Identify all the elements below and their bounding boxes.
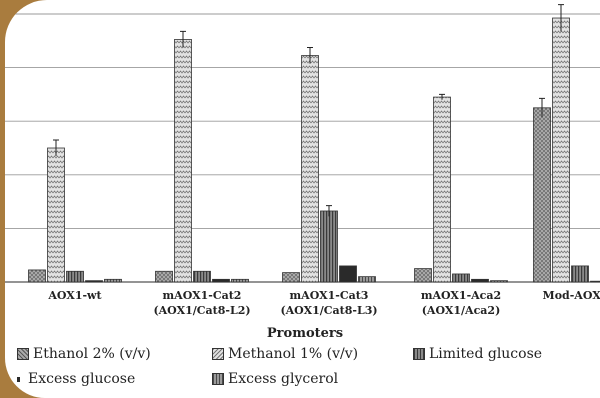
bar-limited-glucose-1	[193, 270, 211, 283]
legend-label: Ethanol 2% (v/v)	[33, 346, 151, 362]
bar-methanol-1-v-v--4	[552, 17, 570, 283]
legend-swatch	[413, 348, 425, 360]
bar-excess-glucose-0	[85, 280, 103, 283]
bar-ethanol-2-v-v--4	[533, 107, 551, 283]
chart-panel: AOX1-wt mAOX1-Cat2 (AOX1/Cat8-L2) mAOX1-Cat…	[5, 0, 600, 398]
bar-excess-glucose-2	[339, 265, 357, 283]
legend-item: Excess glycerol	[212, 371, 338, 387]
bar-ethanol-2-v-v--0	[28, 269, 46, 283]
legend-label: Limited glucose	[429, 346, 543, 362]
error-bar	[558, 4, 564, 32]
bar-excess-glucose-1	[212, 278, 230, 283]
legend-item: Limited glucose	[413, 346, 542, 362]
bar-excess-glycerol-0	[104, 278, 122, 283]
bar-ethanol-2-v-v--2	[282, 272, 300, 283]
bar-ethanol-2-v-v--1	[155, 270, 173, 283]
legend-swatch	[17, 348, 29, 360]
bar-limited-glucose-3	[452, 273, 470, 283]
bar-limited-glucose-4	[571, 265, 589, 283]
category-label: mAOX1-Cat2	[163, 289, 242, 302]
category-label: (AOX1/Cat8-L2)	[153, 304, 250, 317]
x-axis-label: Promoters	[267, 326, 343, 341]
bar-limited-glucose-2	[320, 210, 338, 283]
legend-item: Ethanol 2% (v/v)	[17, 346, 151, 362]
category-label: (AOX1/Aca2)	[422, 304, 501, 317]
error-bar	[539, 97, 545, 118]
category-label: AOX1-wt	[47, 289, 102, 302]
bar-ethanol-2-v-v--3	[414, 268, 432, 283]
legend-item: Excess glucose	[17, 371, 135, 387]
legend-label: Excess glycerol	[228, 371, 339, 387]
bar-methanol-1-v-v--3	[433, 96, 451, 283]
category-label: (AOX1/Cat8-L3)	[280, 304, 377, 317]
legend-item: Methanol 1% (v/v)	[212, 346, 358, 362]
bar-chart: AOX1-wt mAOX1-Cat2 (AOX1/Cat8-L2) mAOX1-Cat…	[5, 4, 600, 341]
legend-swatch	[212, 348, 224, 360]
error-bar	[180, 30, 186, 48]
bars	[28, 4, 600, 283]
category-label: mAOX1-Cat3	[290, 289, 369, 302]
error-bar	[307, 47, 313, 64]
category-label: mAOX1-Aca2	[421, 289, 501, 302]
bar-excess-glucose-4	[590, 280, 600, 283]
error-bar	[53, 139, 59, 157]
bar-excess-glycerol-3	[490, 280, 508, 283]
legend-label: Excess glucose	[28, 371, 136, 387]
category-label: Mod-AOX1 (	[543, 289, 600, 302]
bar-excess-glucose-3	[471, 278, 489, 283]
legend-swatch	[212, 373, 224, 385]
bar-methanol-1-v-v--1	[174, 39, 192, 283]
bar-methanol-1-v-v--2	[301, 55, 319, 283]
legend-swatch	[17, 376, 20, 382]
legend-label: Methanol 1% (v/v)	[228, 346, 359, 362]
bar-excess-glycerol-2	[358, 276, 376, 283]
category-labels: AOX1-wt mAOX1-Cat2 (AOX1/Cat8-L2) mAOX1-Cat…	[47, 289, 600, 317]
error-bar	[439, 93, 445, 100]
bar-excess-glycerol-1	[231, 278, 249, 283]
bar-limited-glucose-0	[66, 270, 84, 283]
error-bar	[326, 205, 332, 217]
bar-methanol-1-v-v--0	[47, 147, 65, 283]
